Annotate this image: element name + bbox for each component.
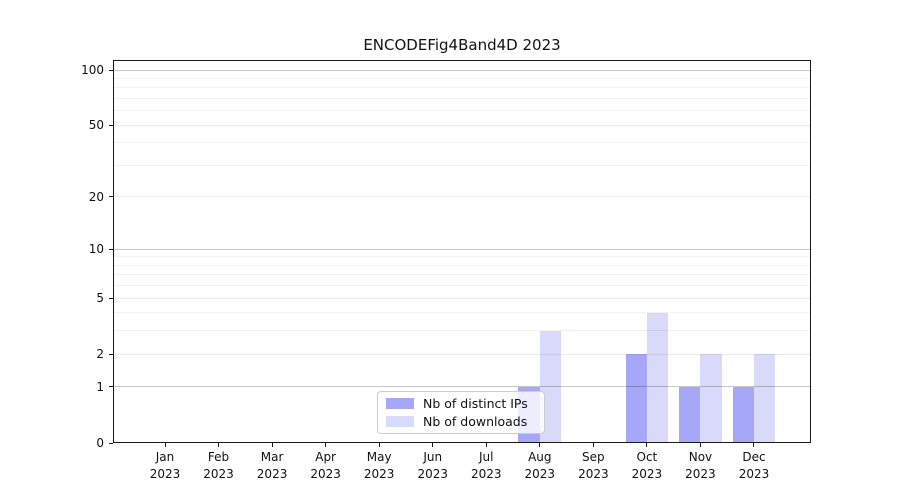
x-tick-year: 2023 bbox=[685, 467, 716, 481]
y-tick-label: 5 bbox=[96, 291, 104, 306]
legend-item-distinct-ips: Nb of distinct IPs bbox=[386, 396, 544, 411]
legend-label-distinct-ips: Nb of distinct IPs bbox=[423, 396, 528, 411]
x-tick-label: Aug 2023 bbox=[510, 449, 570, 483]
x-tick-label: Sep 2023 bbox=[563, 449, 623, 483]
x-tick-year: 2023 bbox=[578, 467, 609, 481]
x-tick-mark bbox=[699, 443, 701, 447]
x-tick-year: 2023 bbox=[738, 467, 770, 481]
y-tick-label: 10 bbox=[88, 242, 104, 257]
y-tick-label: 50 bbox=[88, 118, 104, 133]
x-tick-year: 2023 bbox=[256, 467, 288, 481]
legend-item-downloads: Nb of downloads bbox=[386, 414, 544, 429]
x-tick-mark bbox=[271, 443, 273, 447]
y-tick-mark bbox=[109, 442, 113, 444]
x-tick-label: Jun 2023 bbox=[403, 449, 463, 483]
legend-swatch-distinct-ips bbox=[386, 398, 414, 409]
legend: Nb of distinct IPs Nb of downloads bbox=[377, 391, 545, 434]
x-tick-label: Nov 2023 bbox=[670, 449, 730, 483]
y-tick-label: 0 bbox=[96, 436, 104, 450]
x-tick-label: May 2023 bbox=[349, 449, 409, 483]
x-tick-year: 2023 bbox=[149, 467, 181, 481]
y-tick-label: 100 bbox=[81, 63, 104, 77]
x-tick-year: 2023 bbox=[203, 467, 234, 481]
x-tick-year: 2023 bbox=[310, 467, 341, 481]
plot-area bbox=[113, 60, 811, 443]
legend-swatch-downloads bbox=[386, 416, 414, 427]
y-tick-mark bbox=[109, 69, 113, 71]
x-tick-mark bbox=[646, 443, 648, 447]
x-tick-label: Oct 2023 bbox=[617, 449, 677, 483]
x-tick-year: 2023 bbox=[631, 467, 663, 481]
x-tick-label: Jul 2023 bbox=[456, 449, 516, 483]
x-tick-year: 2023 bbox=[363, 467, 395, 481]
y-tick-label: 1 bbox=[96, 379, 104, 394]
x-tick-label: Feb 2023 bbox=[189, 449, 249, 483]
x-tick-mark bbox=[378, 443, 380, 447]
x-tick-year: 2023 bbox=[417, 467, 448, 481]
x-tick-mark bbox=[325, 443, 327, 447]
y-tick-label: 20 bbox=[88, 189, 104, 204]
x-tick-mark bbox=[432, 443, 434, 447]
chart-title: ENCODEFig4Band4D 2023 bbox=[363, 36, 561, 54]
y-tick-mark bbox=[109, 386, 113, 388]
y-tick-mark bbox=[109, 196, 113, 198]
y-tick-label: 2 bbox=[96, 347, 104, 362]
x-tick-year: 2023 bbox=[524, 467, 556, 481]
x-tick-mark bbox=[592, 443, 594, 447]
x-tick-label: Mar 2023 bbox=[242, 449, 302, 483]
y-tick-mark bbox=[109, 248, 113, 250]
x-tick-mark bbox=[539, 443, 541, 447]
x-tick-year: 2023 bbox=[470, 467, 502, 481]
x-tick-mark bbox=[164, 443, 166, 447]
x-tick-label: Jan 2023 bbox=[135, 449, 195, 483]
y-tick-mark bbox=[109, 353, 113, 355]
x-tick-mark bbox=[218, 443, 220, 447]
y-tick-mark bbox=[109, 297, 113, 299]
x-tick-label: Dec 2023 bbox=[724, 449, 784, 483]
y-tick-mark bbox=[109, 124, 113, 126]
x-tick-mark bbox=[485, 443, 487, 447]
legend-label-downloads: Nb of downloads bbox=[423, 414, 528, 429]
x-tick-mark bbox=[753, 443, 755, 447]
x-tick-label: Apr 2023 bbox=[296, 449, 356, 483]
